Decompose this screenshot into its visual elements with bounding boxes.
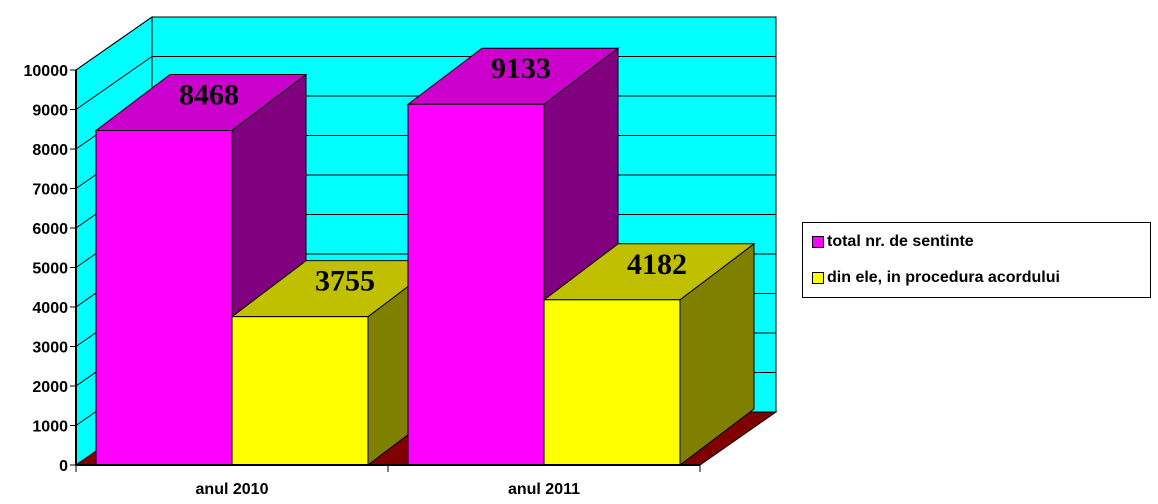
bar <box>231 316 369 466</box>
bar <box>543 299 681 466</box>
data-label: 8468 <box>179 79 239 112</box>
y-tick-label: 2000 <box>32 379 68 396</box>
gridline-side <box>75 56 153 110</box>
category-label: anul 2011 <box>508 481 580 498</box>
y-tick-label: 6000 <box>32 221 68 238</box>
category-label: anul 2010 <box>196 481 269 498</box>
legend-swatch-yellow <box>812 272 824 284</box>
data-label: 4182 <box>627 248 687 281</box>
data-label: 3755 <box>315 265 375 298</box>
y-tick-label: 1000 <box>32 419 68 436</box>
bar <box>407 103 545 466</box>
y-tick-label: 3000 <box>32 340 68 357</box>
legend: total nr. de sentinte din ele, in proced… <box>802 222 1151 298</box>
legend-label-total: total nr. de sentinte <box>827 233 974 250</box>
y-tick-label: 5000 <box>32 261 68 278</box>
y-tick-label: 7000 <box>32 182 68 199</box>
legend-item-acord: din ele, in procedura acordului <box>812 268 1060 288</box>
y-tick-label: 0 <box>59 458 68 475</box>
y-tick-label: 4000 <box>32 300 68 317</box>
y-tick-label: 8000 <box>32 142 68 159</box>
legend-item-total: total nr. de sentinte <box>812 232 974 252</box>
y-tick-label: 10000 <box>24 63 69 80</box>
y-tick-label: 9000 <box>32 103 68 120</box>
data-label: 9133 <box>491 52 551 85</box>
legend-swatch-magenta <box>812 236 824 248</box>
gridline-side <box>75 16 153 71</box>
legend-label-acord: din ele, in procedura acordului <box>827 269 1060 286</box>
bar <box>95 130 233 466</box>
